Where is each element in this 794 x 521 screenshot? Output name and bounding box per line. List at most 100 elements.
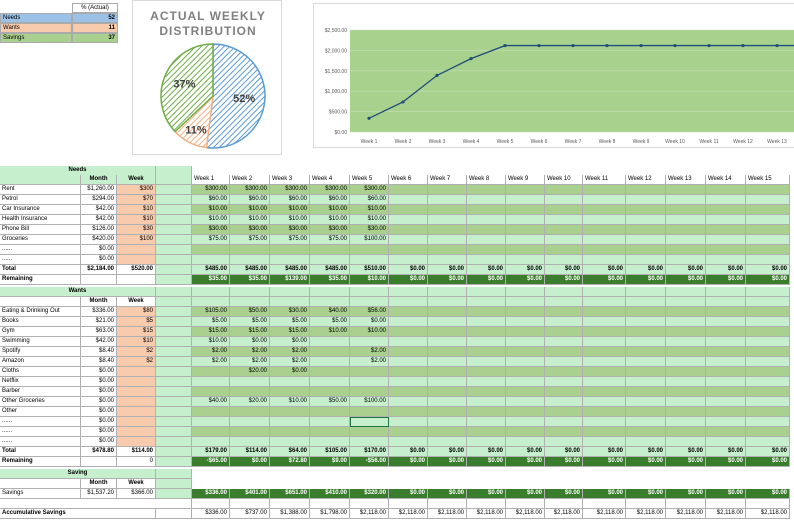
needs-week-cell[interactable]: [666, 205, 706, 215]
needs-week-cell[interactable]: [746, 195, 790, 205]
wants-week-cell[interactable]: [310, 377, 350, 387]
wants-week-cell[interactable]: [270, 377, 310, 387]
wants-week-cell[interactable]: [583, 417, 626, 427]
needs-week-cell[interactable]: [626, 225, 666, 235]
needs-week-cell[interactable]: [583, 215, 626, 225]
wants-remaining-cell[interactable]: $0.00: [467, 457, 506, 467]
needs-week-cell[interactable]: [583, 255, 626, 265]
wants-remaining-cell[interactable]: $0.00: [666, 457, 706, 467]
wants-week-cell[interactable]: [706, 417, 746, 427]
wants-week-cell[interactable]: [428, 367, 467, 377]
needs-remaining-cell[interactable]: $0.00: [428, 275, 467, 285]
needs-week-cell[interactable]: $300.00: [192, 185, 230, 195]
wants-week-cell[interactable]: $20.00: [230, 367, 270, 377]
wants-week-cell[interactable]: [706, 327, 746, 337]
wants-week-cell[interactable]: [666, 347, 706, 357]
wants-week-cell[interactable]: $2.00: [230, 357, 270, 367]
wants-week-cell[interactable]: [706, 337, 746, 347]
accum-savings-cell[interactable]: $1,388.00: [270, 509, 310, 519]
wants-week-cell[interactable]: [506, 337, 545, 347]
wants-week-cell[interactable]: [467, 407, 506, 417]
blank-cell[interactable]: [81, 275, 117, 285]
wants-week-cell[interactable]: [746, 407, 790, 417]
savings-week-cell[interactable]: $0.00: [706, 489, 746, 499]
wants-week-cell[interactable]: $10.00: [270, 397, 310, 407]
savings-month[interactable]: $1,537.20: [81, 489, 117, 499]
wants-week-cell[interactable]: [666, 397, 706, 407]
needs-week-cell[interactable]: [192, 255, 230, 265]
needs-week-cell[interactable]: [626, 215, 666, 225]
wants-week-cell[interactable]: [746, 357, 790, 367]
wants-week-cell[interactable]: $0.00: [230, 337, 270, 347]
needs-week-cell[interactable]: $300.00: [350, 185, 389, 195]
wants-week-cell[interactable]: $2.00: [192, 347, 230, 357]
needs-total-cell[interactable]: $0.00: [583, 265, 626, 275]
wants-week-cell[interactable]: [310, 437, 350, 447]
summary-label-savings[interactable]: Savings: [0, 33, 72, 43]
needs-week-cell[interactable]: [310, 245, 350, 255]
wants-week-cell[interactable]: [389, 397, 428, 407]
savings-week-cell[interactable]: $320.00: [350, 489, 389, 499]
wants-week-cell[interactable]: [270, 427, 310, 437]
wants-item-month[interactable]: $0.00: [81, 427, 117, 437]
wants-week-cell[interactable]: [428, 387, 467, 397]
wants-week-cell[interactable]: [389, 307, 428, 317]
needs-week-cell[interactable]: [428, 255, 467, 265]
savings-week-cell[interactable]: $0.00: [389, 489, 428, 499]
wants-item-month[interactable]: $8.40: [81, 357, 117, 367]
wants-item-name[interactable]: Gym: [0, 327, 81, 337]
wants-week-cell[interactable]: [706, 367, 746, 377]
wants-week-cell[interactable]: [706, 387, 746, 397]
needs-item-week[interactable]: $10: [117, 205, 156, 215]
needs-week-cell[interactable]: [467, 245, 506, 255]
wants-week-cell[interactable]: [350, 377, 389, 387]
wants-week-cell[interactable]: [428, 417, 467, 427]
wants-week-cell[interactable]: [506, 347, 545, 357]
wants-item-name[interactable]: Cloths: [0, 367, 81, 377]
wants-week-cell[interactable]: [545, 407, 583, 417]
wants-remaining-cell[interactable]: $0.00: [583, 457, 626, 467]
wants-week-cell[interactable]: $5.00: [270, 317, 310, 327]
wants-week-cell[interactable]: [428, 377, 467, 387]
wants-week-cell[interactable]: [583, 427, 626, 437]
wants-item-week[interactable]: $10: [117, 337, 156, 347]
needs-item-month[interactable]: $0.00: [81, 255, 117, 265]
wants-week-cell[interactable]: [666, 317, 706, 327]
series-point[interactable]: [503, 43, 507, 48]
savings-week-cell[interactable]: $0.00: [583, 489, 626, 499]
wants-week-cell[interactable]: $30.00: [270, 307, 310, 317]
wants-week-cell[interactable]: [666, 437, 706, 447]
wants-week-cell[interactable]: [746, 347, 790, 357]
wants-total-cell[interactable]: $170.00: [350, 447, 389, 457]
wants-week-cell[interactable]: [626, 377, 666, 387]
needs-week-cell[interactable]: [467, 185, 506, 195]
wants-total-cell[interactable]: $0.00: [428, 447, 467, 457]
needs-total-cell[interactable]: $510.00: [350, 265, 389, 275]
wants-week-cell[interactable]: $2.00: [270, 357, 310, 367]
needs-week-cell[interactable]: [626, 185, 666, 195]
wants-total-cell[interactable]: $0.00: [389, 447, 428, 457]
wants-week-cell[interactable]: [626, 437, 666, 447]
needs-week-cell[interactable]: [467, 195, 506, 205]
wants-item-name[interactable]: ......: [0, 427, 81, 437]
wants-week-cell[interactable]: [192, 417, 230, 427]
needs-week-cell[interactable]: [706, 225, 746, 235]
wants-week-cell[interactable]: [467, 347, 506, 357]
needs-week-cell[interactable]: [746, 255, 790, 265]
wants-week-cell[interactable]: [467, 357, 506, 367]
wants-week-cell[interactable]: [389, 407, 428, 417]
wants-item-month[interactable]: $0.00: [81, 377, 117, 387]
wants-week-cell[interactable]: [428, 317, 467, 327]
wants-remaining-cell[interactable]: $9.00: [310, 457, 350, 467]
needs-remaining-cell[interactable]: $0.00: [583, 275, 626, 285]
needs-week-cell[interactable]: $10.00: [270, 205, 310, 215]
wants-item-week[interactable]: $2: [117, 347, 156, 357]
wants-week-cell[interactable]: [428, 357, 467, 367]
accum-savings-cell[interactable]: $2,118.00: [626, 509, 666, 519]
wants-week-cell[interactable]: [746, 367, 790, 377]
needs-item-name[interactable]: Rent: [0, 185, 81, 195]
wants-item-name[interactable]: Netflix: [0, 377, 81, 387]
blank-cell[interactable]: [81, 457, 117, 467]
needs-week-cell[interactable]: [428, 245, 467, 255]
savings-week-cell[interactable]: $0.00: [545, 489, 583, 499]
